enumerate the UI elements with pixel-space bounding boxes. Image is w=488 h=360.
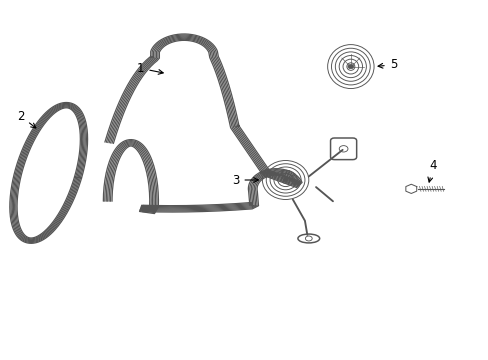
Circle shape <box>347 64 353 69</box>
Text: 1: 1 <box>137 62 163 75</box>
Text: 3: 3 <box>232 174 258 186</box>
Text: 2: 2 <box>17 110 36 128</box>
Circle shape <box>283 178 287 182</box>
Text: 4: 4 <box>427 159 436 182</box>
Text: 5: 5 <box>377 58 396 71</box>
